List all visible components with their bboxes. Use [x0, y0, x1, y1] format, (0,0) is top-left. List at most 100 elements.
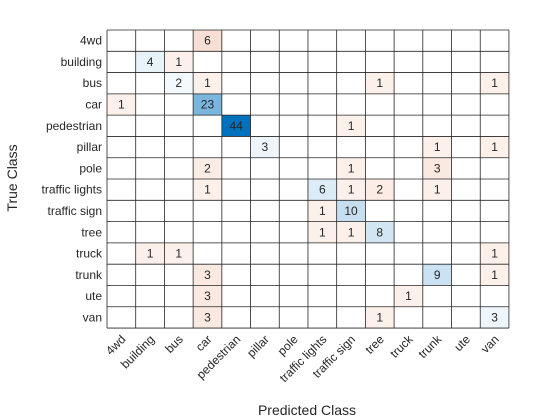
cell-value: 1 — [348, 225, 355, 239]
y-tick-labels: 4wd building bus car pedestrian pillar pole tra… — [42, 34, 103, 325]
y-tick-label: tree — [81, 225, 102, 239]
cell-truck-traffic-sign — [336, 242, 366, 265]
cell-traffic-lights-ute — [451, 179, 481, 201]
cell-traffic-lights-pole — [279, 179, 308, 201]
cell-truck-4wd — [107, 242, 136, 265]
cell-value: 1 — [491, 247, 498, 261]
y-tick-label: pillar — [77, 140, 102, 154]
cell-pole-tree — [365, 157, 395, 180]
cell-building-ute — [451, 51, 481, 73]
cell-value: 44 — [230, 119, 244, 133]
y-tick-label: van — [83, 310, 102, 324]
cell-traffic-lights-car — [193, 179, 222, 201]
cell-tree-building — [135, 221, 165, 243]
cell-car-4wd — [107, 93, 136, 116]
cell-pillar-pillar — [250, 136, 280, 158]
cell-car-pole — [279, 93, 308, 116]
cell-tree-bus — [164, 221, 194, 243]
cell-pedestrian-trunk — [422, 115, 452, 137]
cell-trunk-pedestrian — [221, 264, 251, 286]
cell-pole-van — [480, 157, 509, 180]
cell-bus-building — [135, 72, 165, 94]
cell-pillar-pedestrian — [221, 136, 251, 158]
y-tick-label: ute — [85, 289, 102, 303]
cell-4wd-pillar — [250, 30, 280, 52]
cell-traffic-sign-pole — [279, 200, 308, 222]
cell-trunk-pole — [279, 264, 308, 286]
cell-building-van — [480, 51, 509, 73]
cell-4wd-van — [480, 30, 509, 52]
cell-trunk-traffic-sign — [336, 264, 366, 286]
cell-bus-truck — [394, 72, 423, 94]
cell-traffic-sign-traffic-sign — [336, 200, 366, 222]
cell-value: 1 — [348, 119, 355, 133]
cell-tree-pillar — [250, 221, 280, 243]
cell-pedestrian-4wd — [107, 115, 136, 137]
cell-tree-truck — [394, 221, 423, 243]
x-tick-label: van — [478, 332, 502, 356]
x-tick-label: ute — [451, 332, 473, 354]
cell-traffic-sign-ute — [451, 200, 481, 222]
cell-4wd-car — [193, 30, 222, 52]
y-tick-label: truck — [76, 247, 103, 261]
cell-car-bus — [164, 93, 194, 116]
cell-4wd-traffic-sign — [336, 30, 366, 52]
cell-trunk-van — [480, 264, 509, 286]
cell-4wd-building — [135, 30, 165, 52]
cell-traffic-sign-car — [193, 200, 222, 222]
cell-pole-bus — [164, 157, 194, 180]
cell-traffic-sign-tree — [365, 200, 395, 222]
cell-car-car — [193, 93, 222, 116]
cell-truck-ute — [451, 242, 481, 265]
cell-traffic-lights-truck — [394, 179, 423, 201]
cell-value: 1 — [434, 183, 441, 197]
x-tick-label: car — [193, 332, 215, 354]
cell-trunk-pillar — [250, 264, 280, 286]
cell-value: 1 — [491, 140, 498, 154]
cell-ute-traffic-sign — [336, 285, 366, 307]
cell-value: 3 — [204, 268, 211, 282]
cell-pole-truck — [394, 157, 423, 180]
cell-traffic-sign-van — [480, 200, 509, 222]
cell-4wd-pedestrian — [221, 30, 251, 52]
cell-bus-bus — [164, 72, 194, 94]
cell-car-van — [480, 93, 509, 116]
cell-bus-pillar — [250, 72, 280, 94]
cell-traffic-lights-tree — [365, 179, 395, 201]
cell-ute-van — [480, 285, 509, 307]
cell-ute-4wd — [107, 285, 136, 307]
cell-value: 2 — [204, 161, 211, 175]
x-tick-label: trunk — [416, 332, 445, 361]
x-tick-label: bus — [162, 332, 186, 356]
y-tick-label: traffic lights — [42, 183, 102, 197]
cell-value: 4 — [147, 55, 154, 69]
y-axis-title: True Class — [4, 144, 20, 211]
cell-bus-traffic-lights — [307, 72, 337, 94]
cell-pillar-trunk — [422, 136, 452, 158]
y-tick-label: bus — [83, 76, 102, 90]
cell-traffic-lights-building — [135, 179, 165, 201]
cell-tree-ute — [451, 221, 481, 243]
cell-traffic-lights-pillar — [250, 179, 280, 201]
cell-trunk-traffic-lights — [307, 264, 337, 286]
cell-tree-traffic-sign — [336, 221, 366, 243]
cell-pedestrian-building — [135, 115, 165, 137]
cell-bus-pole — [279, 72, 308, 94]
cell-pillar-building — [135, 136, 165, 158]
cell-value: 1 — [348, 161, 355, 175]
cell-tree-traffic-lights — [307, 221, 337, 243]
cell-tree-4wd — [107, 221, 136, 243]
cell-car-trunk — [422, 93, 452, 116]
cell-building-bus — [164, 51, 194, 73]
cell-pole-pedestrian — [221, 157, 251, 180]
cell-car-truck — [394, 93, 423, 116]
x-axis-title: Predicted Class — [258, 402, 356, 418]
cell-tree-tree — [365, 221, 395, 243]
cell-traffic-sign-traffic-lights — [307, 200, 337, 222]
cell-van-building — [135, 306, 165, 329]
cell-trunk-building — [135, 264, 165, 286]
x-tick-label: pillar — [244, 332, 272, 360]
cell-value: 9 — [434, 268, 441, 282]
cell-building-building — [135, 51, 165, 73]
cell-trunk-tree — [365, 264, 395, 286]
